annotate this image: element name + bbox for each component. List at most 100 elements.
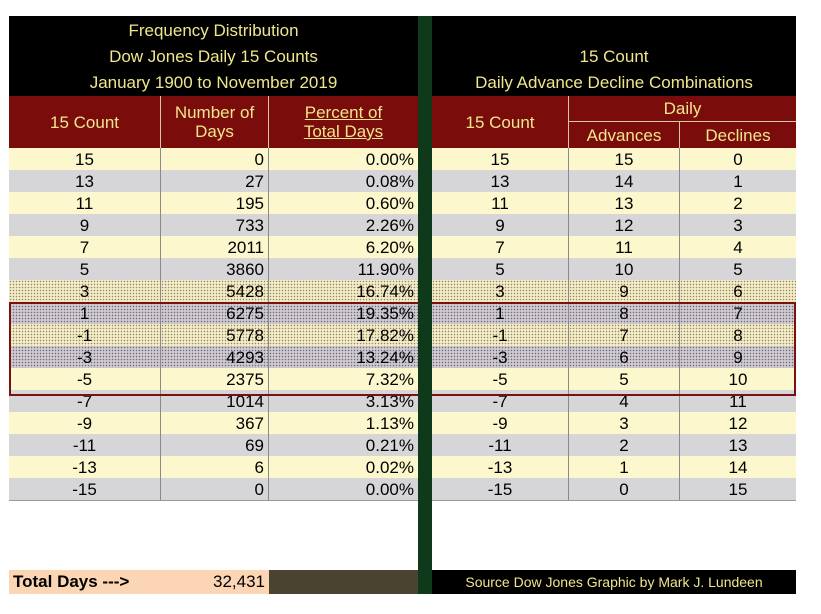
- declines-cell: 4: [680, 236, 796, 259]
- advances-cell: 15: [569, 148, 680, 171]
- header-percent-total: Percent of Total Days: [269, 96, 418, 148]
- percent-cell: 0.21%: [269, 434, 418, 457]
- declines-cell: 1: [680, 170, 796, 193]
- percent-cell: 0.02%: [269, 456, 418, 479]
- days-cell: 0: [161, 478, 269, 501]
- left-title-line-3: January 1900 to November 2019: [89, 73, 338, 92]
- left-title-block: Frequency Distribution Dow Jones Daily 1…: [9, 16, 418, 96]
- count-cell: -5: [9, 368, 161, 391]
- combination-row: 5 10 5: [432, 258, 796, 281]
- declines-cell: 2: [680, 192, 796, 215]
- right-title-line-1: 15 Count: [579, 47, 649, 66]
- frequency-row: 9 733 2.26%: [9, 214, 418, 237]
- declines-cell: 15: [680, 478, 796, 501]
- frequency-row: -9 367 1.13%: [9, 412, 418, 435]
- declines-cell: 5: [680, 258, 796, 281]
- combination-row: -5 5 10: [432, 368, 796, 391]
- combination-row: -7 4 11: [432, 390, 796, 413]
- percent-cell: 19.35%: [269, 302, 418, 325]
- count-cell: 3: [9, 280, 161, 303]
- right-count-cell: -9: [432, 412, 569, 435]
- right-count-cell: -1: [432, 324, 569, 347]
- right-count-cell: -13: [432, 456, 569, 479]
- left-title-line-2: Dow Jones Daily 15 Counts: [109, 47, 318, 66]
- days-cell: 6: [161, 456, 269, 479]
- advances-cell: 13: [569, 192, 680, 215]
- days-cell: 733: [161, 214, 269, 237]
- percent-cell: 1.13%: [269, 412, 418, 435]
- percent-cell: 0.60%: [269, 192, 418, 215]
- advances-cell: 5: [569, 368, 680, 391]
- frequency-row: -15 0 0.00%: [9, 478, 418, 501]
- combination-row: -15 0 15: [432, 478, 796, 501]
- advances-cell: 7: [569, 324, 680, 347]
- advances-cell: 9: [569, 280, 680, 303]
- right-count-cell: 13: [432, 170, 569, 193]
- declines-cell: 7: [680, 302, 796, 325]
- days-cell: 27: [161, 170, 269, 193]
- total-days-label: Total Days --->: [9, 570, 161, 594]
- advances-cell: 10: [569, 258, 680, 281]
- combination-row: 13 14 1: [432, 170, 796, 193]
- days-cell: 367: [161, 412, 269, 435]
- source-credit: Source Dow Jones Graphic by Mark J. Lund…: [432, 570, 796, 594]
- count-cell: 9: [9, 214, 161, 237]
- frequency-row: -5 2375 7.32%: [9, 368, 418, 391]
- right-count-cell: -3: [432, 346, 569, 369]
- count-cell: -15: [9, 478, 161, 501]
- percent-cell: 2.26%: [269, 214, 418, 237]
- frequency-row: 7 2011 6.20%: [9, 236, 418, 259]
- frequency-row: 3 5428 16.74%: [9, 280, 418, 303]
- combination-row: -9 3 12: [432, 412, 796, 435]
- days-cell: 195: [161, 192, 269, 215]
- days-cell: 2011: [161, 236, 269, 259]
- total-empty-cell: [269, 570, 418, 594]
- days-cell: 3860: [161, 258, 269, 281]
- days-cell: 6275: [161, 302, 269, 325]
- percent-cell: 6.20%: [269, 236, 418, 259]
- declines-cell: 13: [680, 434, 796, 457]
- count-cell: 13: [9, 170, 161, 193]
- header-15-count: 15 Count: [9, 96, 161, 148]
- frequency-row: 1 6275 19.35%: [9, 302, 418, 325]
- right-count-cell: 5: [432, 258, 569, 281]
- days-cell: 4293: [161, 346, 269, 369]
- count-cell: 1: [9, 302, 161, 325]
- count-cell: -9: [9, 412, 161, 435]
- days-cell: 1014: [161, 390, 269, 413]
- declines-cell: 12: [680, 412, 796, 435]
- percent-cell: 3.13%: [269, 390, 418, 413]
- right-count-cell: 9: [432, 214, 569, 237]
- count-cell: -13: [9, 456, 161, 479]
- frequency-row: -1 5778 17.82%: [9, 324, 418, 347]
- frequency-row: 5 3860 11.90%: [9, 258, 418, 281]
- declines-cell: 14: [680, 456, 796, 479]
- percent-cell: 11.90%: [269, 258, 418, 281]
- right-count-cell: 1: [432, 302, 569, 325]
- declines-cell: 10: [680, 368, 796, 391]
- right-count-cell: -15: [432, 478, 569, 501]
- header-number-of-days: Number of Days: [161, 96, 269, 148]
- combination-row: 9 12 3: [432, 214, 796, 237]
- count-cell: -7: [9, 390, 161, 413]
- right-count-cell: 11: [432, 192, 569, 215]
- header-percent-total-text: Percent of Total Days: [303, 103, 384, 141]
- combination-row: 11 13 2: [432, 192, 796, 215]
- frequency-row: -13 6 0.02%: [9, 456, 418, 479]
- left-title-line-1: Frequency Distribution: [128, 21, 299, 40]
- count-cell: -1: [9, 324, 161, 347]
- declines-cell: 0: [680, 148, 796, 171]
- combination-row: -13 1 14: [432, 456, 796, 479]
- declines-cell: 3: [680, 214, 796, 237]
- days-cell: 5778: [161, 324, 269, 347]
- advances-cell: 14: [569, 170, 680, 193]
- percent-cell: 0.00%: [269, 148, 418, 171]
- combination-row: 15 15 0: [432, 148, 796, 171]
- combination-row: 7 11 4: [432, 236, 796, 259]
- declines-cell: 9: [680, 346, 796, 369]
- frequency-row: -11 69 0.21%: [9, 434, 418, 457]
- advances-cell: 1: [569, 456, 680, 479]
- advances-cell: 11: [569, 236, 680, 259]
- percent-cell: 0.00%: [269, 478, 418, 501]
